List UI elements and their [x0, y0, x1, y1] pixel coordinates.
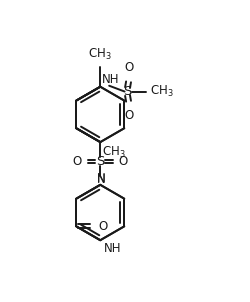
Text: NH: NH — [102, 73, 120, 86]
Text: S: S — [96, 155, 104, 168]
Text: NH: NH — [104, 242, 122, 255]
Text: CH$_3$: CH$_3$ — [102, 145, 126, 160]
Text: O: O — [119, 155, 128, 168]
Text: CH$_3$: CH$_3$ — [88, 47, 112, 63]
Text: O: O — [98, 220, 108, 233]
Text: N: N — [97, 172, 106, 185]
Text: CH$_3$: CH$_3$ — [150, 84, 174, 99]
Text: S: S — [123, 85, 132, 98]
Text: N: N — [97, 173, 106, 186]
Text: O: O — [124, 61, 133, 74]
Text: O: O — [124, 109, 133, 122]
Text: O: O — [72, 155, 82, 168]
